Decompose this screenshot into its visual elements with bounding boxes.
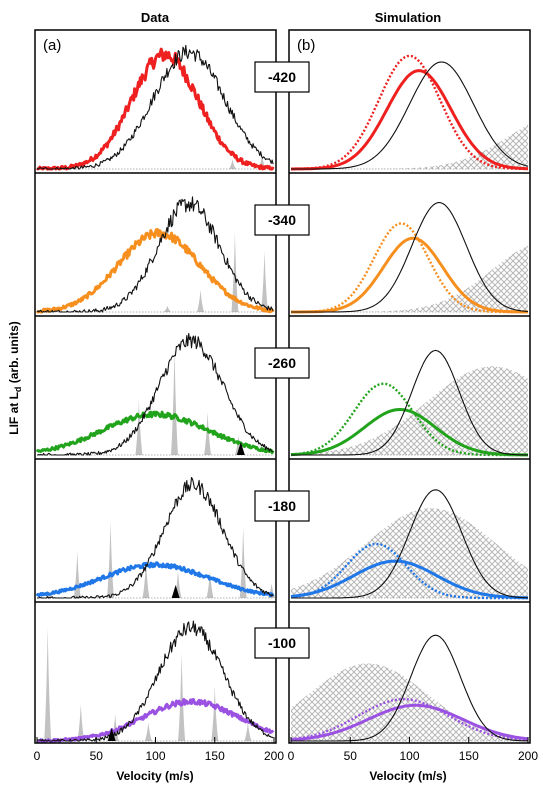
reference-trace [36,44,274,170]
colored-trace [35,228,275,314]
left-panel-letter: (a) [43,37,61,54]
x-tick-label: 150 [205,749,225,763]
colored-trace [35,410,275,455]
resonance-peak [73,551,81,598]
x-tick-label: 50 [90,749,104,763]
x-tick-label: 200 [518,749,538,763]
row-label-box [254,627,310,659]
reference-trace [291,634,529,742]
resonance-peak [229,159,236,169]
hatched-distribution [291,663,528,741]
resonance-peak [211,685,219,741]
colored-trace [291,236,529,314]
resonance-peak [107,521,114,598]
dotted-trace [290,698,529,742]
x-tick-label: 200 [264,749,284,763]
resonance-peak [197,289,204,312]
row-label-text: -340 [268,212,296,228]
resonance-peak [178,652,186,741]
reference-trace [37,477,274,599]
plot-rows [35,44,530,743]
simulation-row-0 [291,54,529,171]
marker-triangle [171,585,180,598]
resonance-peak [239,526,247,598]
row-label-text: -100 [268,635,296,651]
colored-trace [36,698,275,743]
right-column-title: Simulation [375,10,442,25]
resonance-peak [144,722,152,741]
x-tick-label: 50 [344,749,358,763]
row-label-box [254,204,310,236]
data-row-4 [35,601,276,743]
x-tick-label: 0 [34,749,41,763]
row-label-4: -100 [254,627,310,659]
right-x-axis-label: Velocity (m/s) [369,769,446,783]
simulation-row-4 [289,601,530,742]
marker-triangle [107,728,116,741]
row-label-text: -420 [268,69,296,85]
data-row-2 [35,315,276,456]
row-labels: -420 -340 -260 -180 -100 [254,61,310,659]
resonance-peak [244,722,252,741]
dotted-trace [291,222,528,314]
reference-trace [291,489,529,599]
resonance-peak [171,346,178,455]
reference-trace [36,196,274,313]
simulation-row-3 [289,458,530,600]
left-column-title: Data [141,10,170,25]
simulation-row-1 [289,172,530,314]
data-row-3 [35,458,276,599]
simulation-row-2 [289,315,530,457]
reference-trace [291,202,529,313]
resonance-peak [163,305,171,312]
colored-trace [291,69,529,171]
y-axis-label: LIF at Ld (arb. units) [7,321,23,435]
data-row-0 [36,44,275,171]
hatched-distribution [291,366,528,455]
row-label-box [254,347,310,379]
reference-trace [291,349,528,456]
resonance-peak [206,570,214,598]
dotted-trace [290,382,528,457]
reference-trace [291,61,529,170]
reference-trace [37,620,274,742]
resonance-peak [77,704,85,741]
resonance-peak [142,561,150,598]
data-row-1 [35,172,276,314]
colored-trace [290,408,528,457]
colored-trace [36,47,275,171]
left-panel-frame [34,29,277,744]
resonance-peak [44,626,52,741]
row-label-0: -420 [254,61,310,93]
colored-trace [35,561,275,598]
row-label-box [254,61,310,93]
resonance-peak [204,411,212,455]
right-panel-letter: (b) [297,37,315,54]
x-axis-ticks: 0 50 100 150 200 0 50 100 150 200 [34,737,538,763]
hatched-distribution [291,124,528,169]
dotted-trace [291,54,528,171]
left-x-axis-label: Velocity (m/s) [116,769,193,783]
row-label-1: -340 [254,204,310,236]
reference-trace [37,332,274,456]
resonance-peak [135,399,143,455]
row-label-box [254,490,310,522]
x-tick-label: 0 [288,749,295,763]
row-label-text: -180 [268,498,296,514]
row-label-3: -180 [254,490,310,522]
x-tick-label: 150 [459,749,479,763]
hatched-distribution [291,508,528,598]
resonance-peak [261,250,268,312]
row-label-text: -260 [268,355,296,371]
x-tick-label: 100 [145,749,165,763]
row-label-2: -260 [254,347,310,379]
marker-triangle [236,442,245,455]
colored-trace [290,559,529,600]
x-tick-label: 100 [399,749,419,763]
resonance-peak [231,232,239,312]
hatched-distribution [291,245,528,312]
